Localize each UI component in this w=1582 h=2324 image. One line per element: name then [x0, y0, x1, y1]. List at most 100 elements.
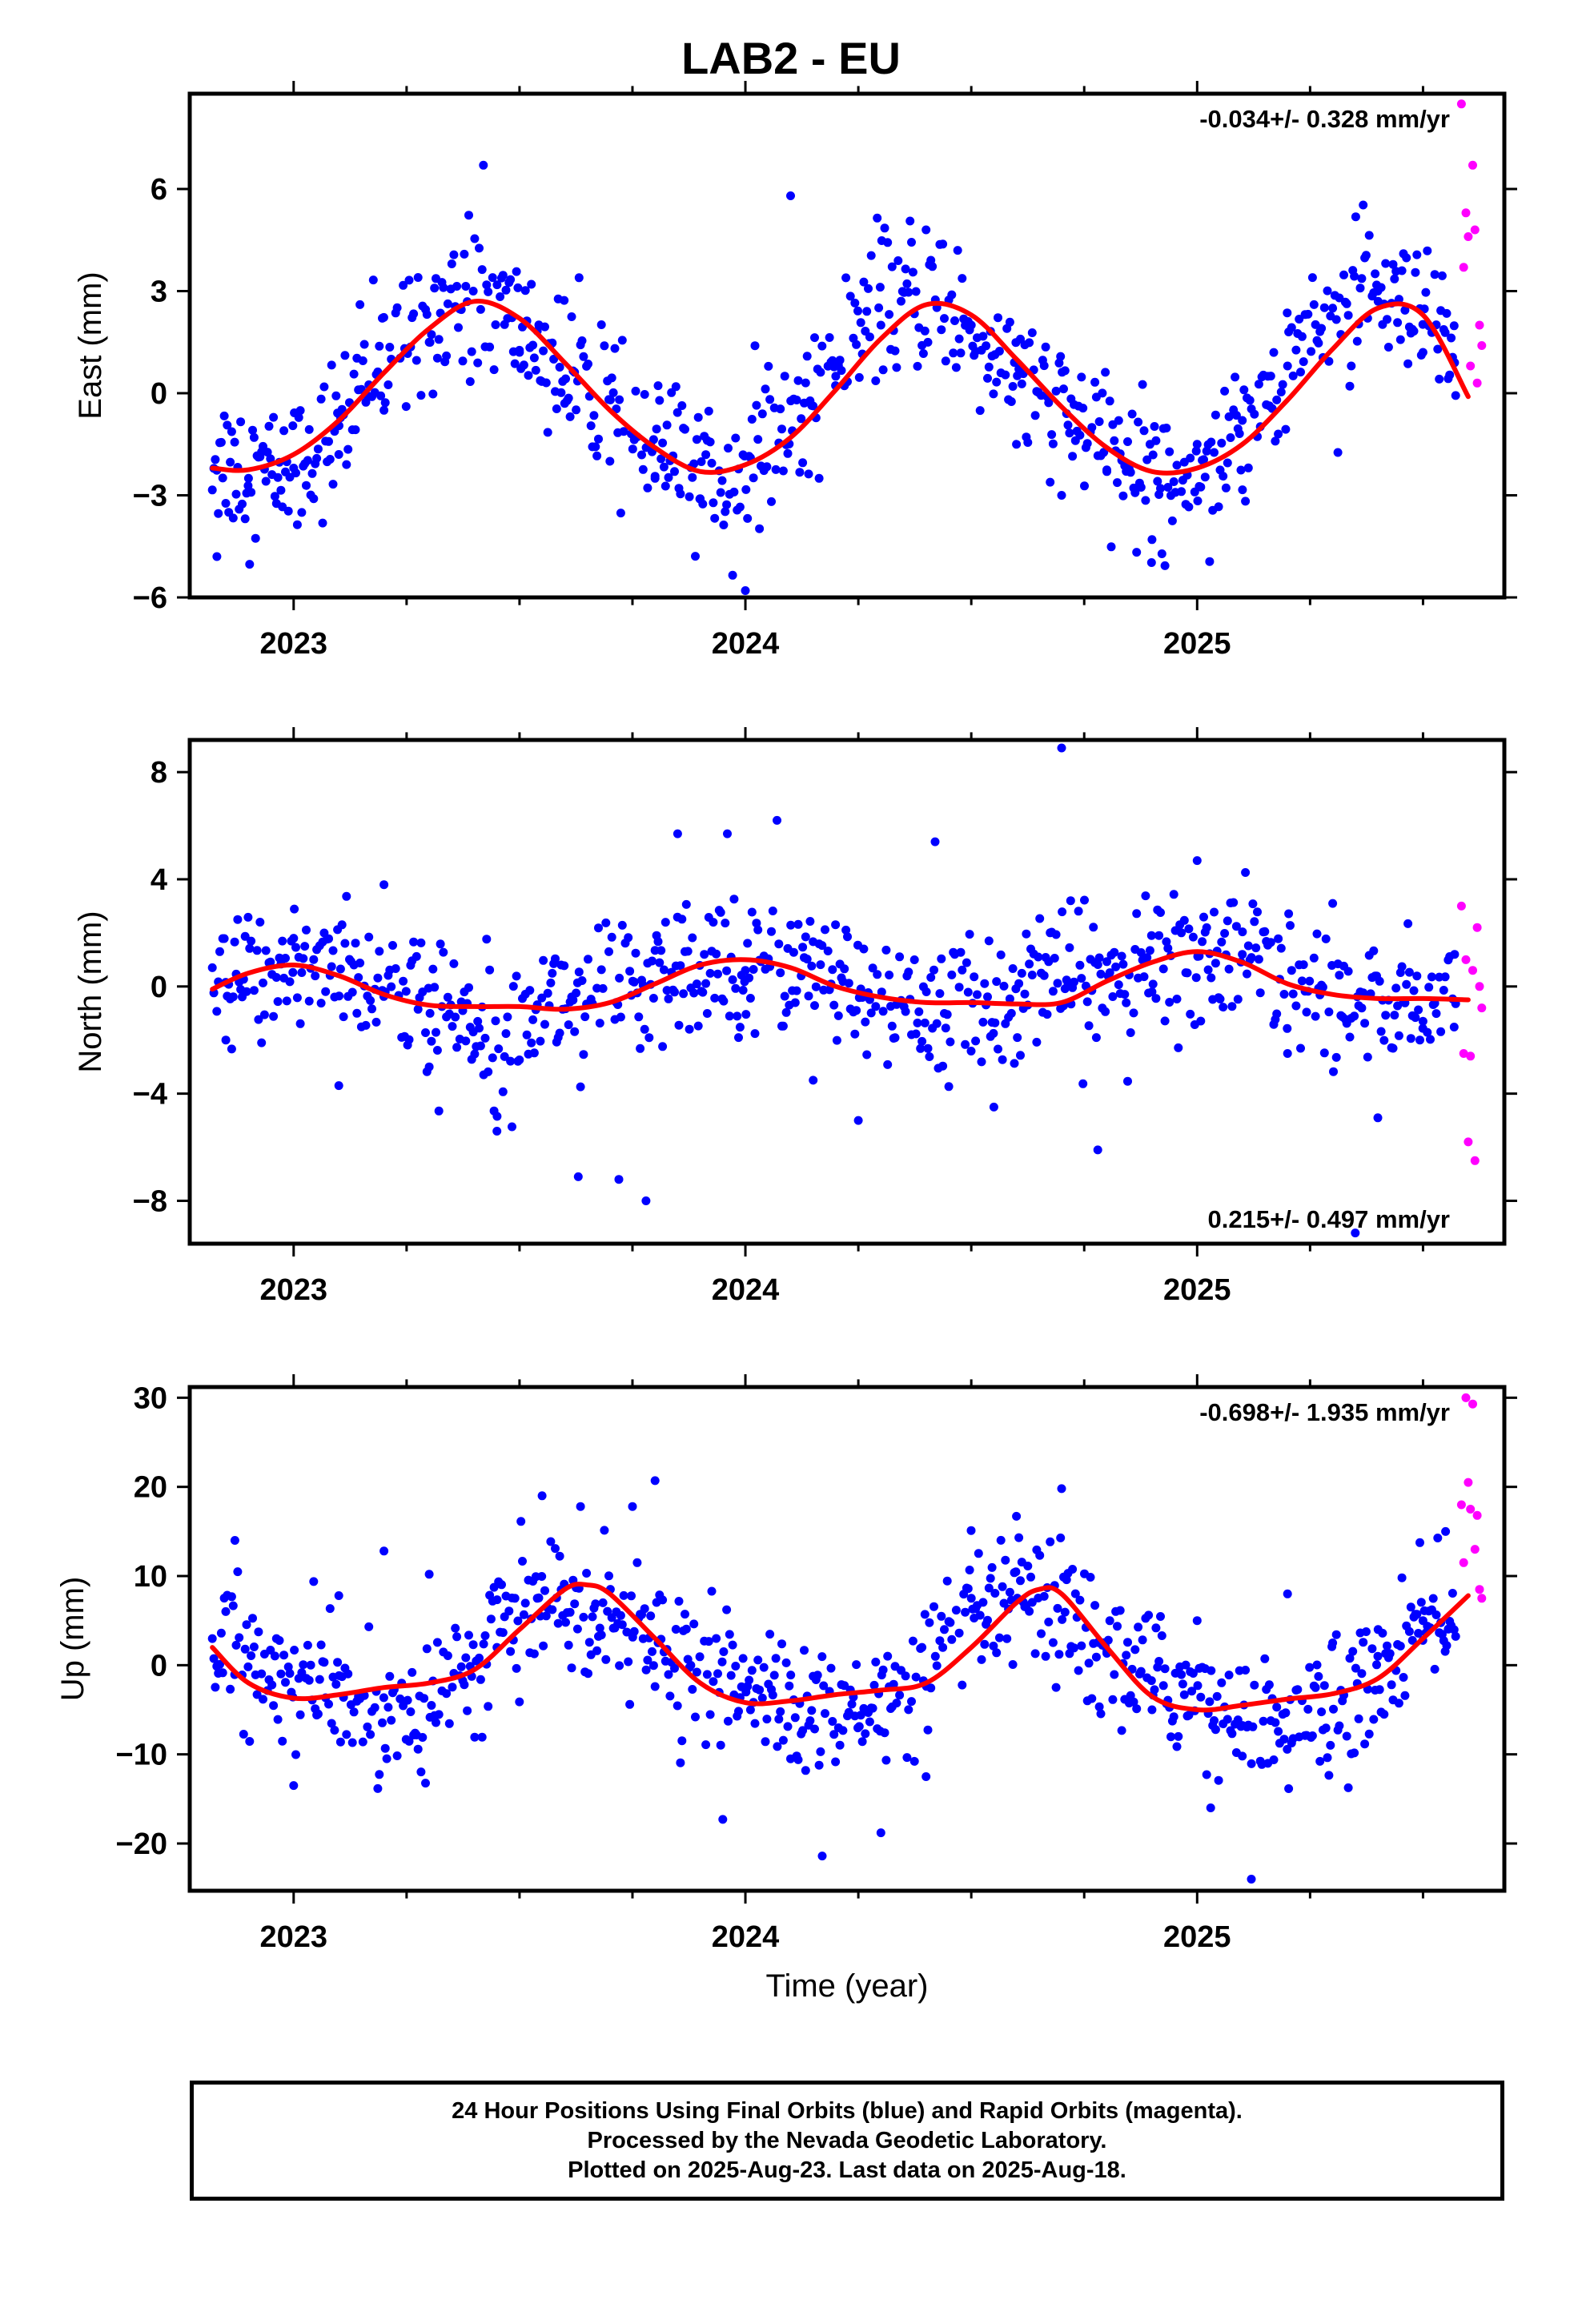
rapid-orbit-point	[1464, 1137, 1473, 1147]
final-orbit-point	[498, 1087, 508, 1096]
final-orbit-point	[335, 1737, 345, 1747]
final-orbit-point	[1207, 973, 1216, 983]
final-orbit-point	[676, 961, 685, 971]
final-orbit-point	[1243, 969, 1251, 979]
final-orbit-point	[817, 341, 827, 351]
final-orbit-point	[980, 1639, 990, 1649]
final-orbit-point	[938, 1642, 948, 1652]
final-orbit-point	[1167, 516, 1177, 525]
final-orbit-point	[828, 965, 837, 975]
final-orbit-point	[688, 1685, 697, 1694]
final-orbit-point	[1227, 1002, 1237, 1011]
final-orbit-point	[1070, 1589, 1080, 1598]
final-orbit-point	[854, 1722, 864, 1731]
final-orbit-point	[874, 303, 884, 312]
final-orbit-point	[565, 412, 575, 421]
final-orbit-point	[1151, 994, 1161, 1003]
final-orbit-point	[1205, 557, 1215, 566]
final-orbit-point	[515, 1697, 524, 1707]
final-orbit-point	[733, 1011, 742, 1021]
final-orbit-point	[409, 937, 419, 947]
final-orbit-point	[1142, 953, 1152, 963]
final-orbit-point	[913, 361, 922, 371]
final-orbit-point	[527, 1038, 536, 1047]
final-orbit-point	[327, 1719, 336, 1728]
final-orbit-point	[496, 292, 505, 301]
final-orbit-point	[214, 509, 223, 518]
final-orbit-point	[335, 964, 345, 974]
final-orbit-point	[479, 1639, 488, 1649]
final-orbit-point	[385, 1671, 395, 1681]
final-orbit-point	[1042, 1010, 1052, 1019]
final-orbit-point	[871, 1657, 881, 1667]
final-orbit-point	[399, 976, 408, 986]
final-orbit-point	[349, 369, 359, 379]
final-orbit-point	[841, 925, 851, 935]
final-orbit-point	[1014, 1533, 1024, 1542]
final-orbit-point	[986, 1574, 995, 1583]
final-orbit-point	[911, 1672, 921, 1682]
final-orbit-point	[965, 930, 974, 939]
final-orbit-point	[1123, 437, 1132, 446]
final-orbit-point	[475, 243, 484, 253]
final-orbit-point	[1193, 497, 1203, 505]
final-orbit-point	[439, 283, 448, 292]
final-orbit-point	[1026, 1572, 1035, 1582]
final-orbit-point	[334, 450, 343, 459]
y-tick-label: 0	[151, 377, 167, 411]
final-orbit-point	[1117, 951, 1126, 961]
final-orbit-point	[1314, 1671, 1323, 1681]
final-orbit-point	[1411, 267, 1420, 277]
final-orbit-point	[292, 520, 302, 529]
final-orbit-point	[343, 444, 353, 454]
final-orbit-point	[1012, 440, 1022, 449]
final-orbit-point	[1436, 1027, 1446, 1036]
final-orbit-point	[1333, 448, 1343, 457]
final-orbit-point	[814, 473, 824, 483]
y-tick-label: 6	[151, 173, 167, 207]
final-orbit-point	[1214, 1775, 1223, 1785]
final-orbit-point	[1122, 1651, 1131, 1660]
final-orbit-point	[1331, 1052, 1341, 1062]
final-orbit-point	[673, 1701, 682, 1711]
final-orbit-point	[961, 1039, 970, 1049]
final-orbit-point	[594, 923, 603, 933]
final-orbit-point	[1312, 929, 1322, 939]
final-orbit-point	[588, 1612, 597, 1622]
final-orbit-point	[1221, 483, 1231, 493]
rapid-orbit-point	[1461, 955, 1471, 964]
final-orbit-point	[519, 1610, 528, 1619]
final-orbit-point	[881, 945, 891, 955]
final-orbit-point	[947, 1634, 957, 1644]
final-orbit-point	[1211, 1725, 1220, 1735]
final-orbit-point	[844, 979, 853, 988]
final-orbit-point	[334, 1081, 343, 1091]
final-orbit-point	[1037, 1629, 1046, 1638]
final-orbit-point	[1075, 430, 1085, 440]
final-orbit-point	[1223, 458, 1232, 468]
final-orbit-point	[617, 1620, 627, 1630]
final-orbit-point	[1188, 1669, 1198, 1678]
final-orbit-point	[282, 996, 291, 1006]
final-orbit-point	[424, 1570, 434, 1579]
final-orbit-point	[857, 1737, 867, 1747]
final-orbit-point	[477, 1732, 487, 1742]
final-orbit-point	[897, 296, 905, 306]
final-orbit-point	[470, 1049, 480, 1059]
final-orbit-point	[1302, 1007, 1311, 1017]
final-orbit-point	[508, 982, 518, 991]
final-orbit-point	[1317, 324, 1327, 333]
final-orbit-point	[1247, 1759, 1256, 1768]
plot-area-1	[207, 743, 1487, 1238]
final-orbit-point	[1303, 309, 1313, 319]
final-orbit-point	[387, 1715, 396, 1725]
final-orbit-point	[269, 412, 279, 422]
final-orbit-point	[895, 1691, 905, 1700]
final-orbit-point	[1311, 1683, 1320, 1692]
final-orbit-point	[1272, 395, 1282, 404]
final-orbit-point	[1283, 361, 1292, 371]
final-orbit-point	[999, 981, 1009, 991]
final-orbit-point	[750, 1719, 760, 1728]
final-orbit-point	[1351, 1663, 1360, 1673]
final-orbit-point	[572, 988, 581, 998]
